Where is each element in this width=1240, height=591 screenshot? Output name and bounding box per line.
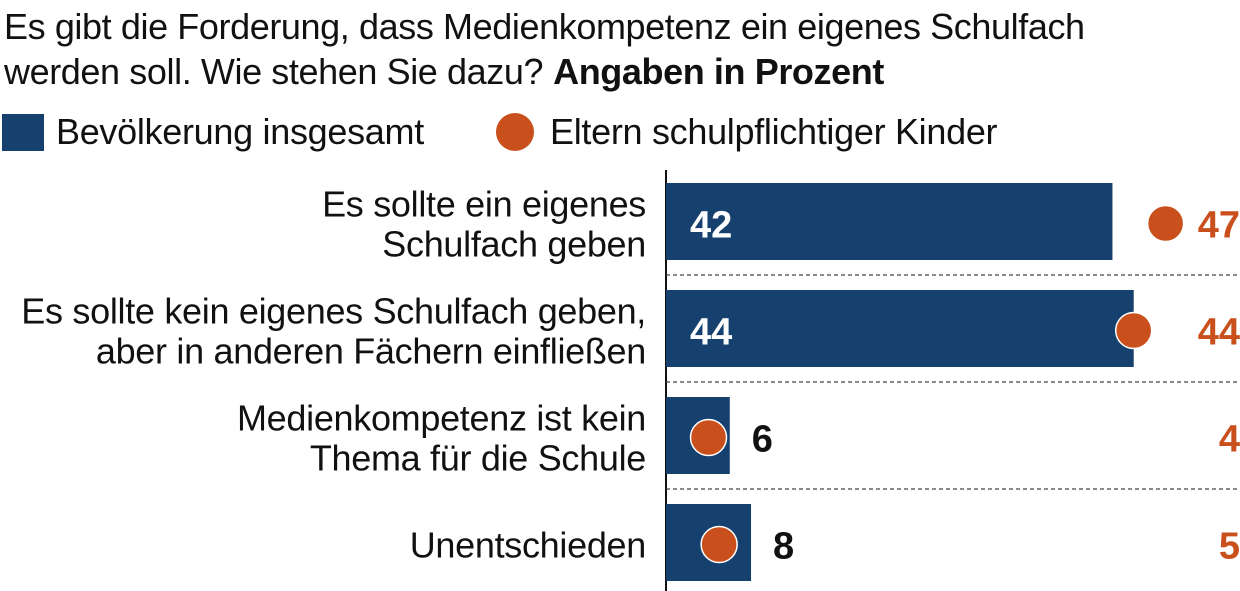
legend-label-eltern: Eltern schulpflichtiger Kinder [550, 111, 998, 152]
bar-value-label: 42 [690, 205, 732, 247]
dot-value-label: 47 [1198, 205, 1240, 247]
category-label: Es sollte ein eigenes [322, 184, 646, 225]
bar-value-label: 44 [690, 312, 732, 354]
category-label: Medienkompetenz ist kein [237, 398, 646, 439]
dot-value-label: 44 [1198, 312, 1240, 354]
bar-value-label: 6 [752, 419, 773, 461]
dot [700, 525, 738, 564]
dot [1114, 311, 1153, 350]
category-label: Unentschieden [410, 525, 646, 566]
dot [1146, 204, 1185, 243]
chart-title: Es gibt die Forderung, dass Medienkompet… [4, 4, 1234, 94]
chart-title-line-2: werden soll. Wie stehen Sie dazu? [4, 51, 544, 92]
category-label: Schulfach geben [382, 224, 646, 265]
bar-value-label: 8 [773, 526, 794, 568]
legend-label-bevoelkerung: Bevölkerung insgesamt [56, 111, 424, 152]
chart-legend: Bevölkerung insgesamt Eltern schulpflich… [2, 112, 1232, 152]
legend-swatch-dot [496, 113, 534, 151]
chart-title-note: Angaben in Prozent [553, 51, 884, 92]
dot [689, 418, 728, 457]
chart-title-line-1: Es gibt die Forderung, dass Medienkompet… [4, 6, 1085, 47]
dot-value-label: 5 [1219, 526, 1240, 568]
dot-value-label: 4 [1219, 419, 1240, 461]
legend-swatch-bar [2, 114, 44, 151]
bar [666, 290, 1134, 367]
category-label: aber in anderen Fächern einfließen [96, 331, 646, 372]
category-label: Thema für die Schule [310, 438, 646, 479]
bar [666, 183, 1113, 260]
category-label: Es sollte kein eigenes Schulfach geben, [21, 291, 646, 332]
